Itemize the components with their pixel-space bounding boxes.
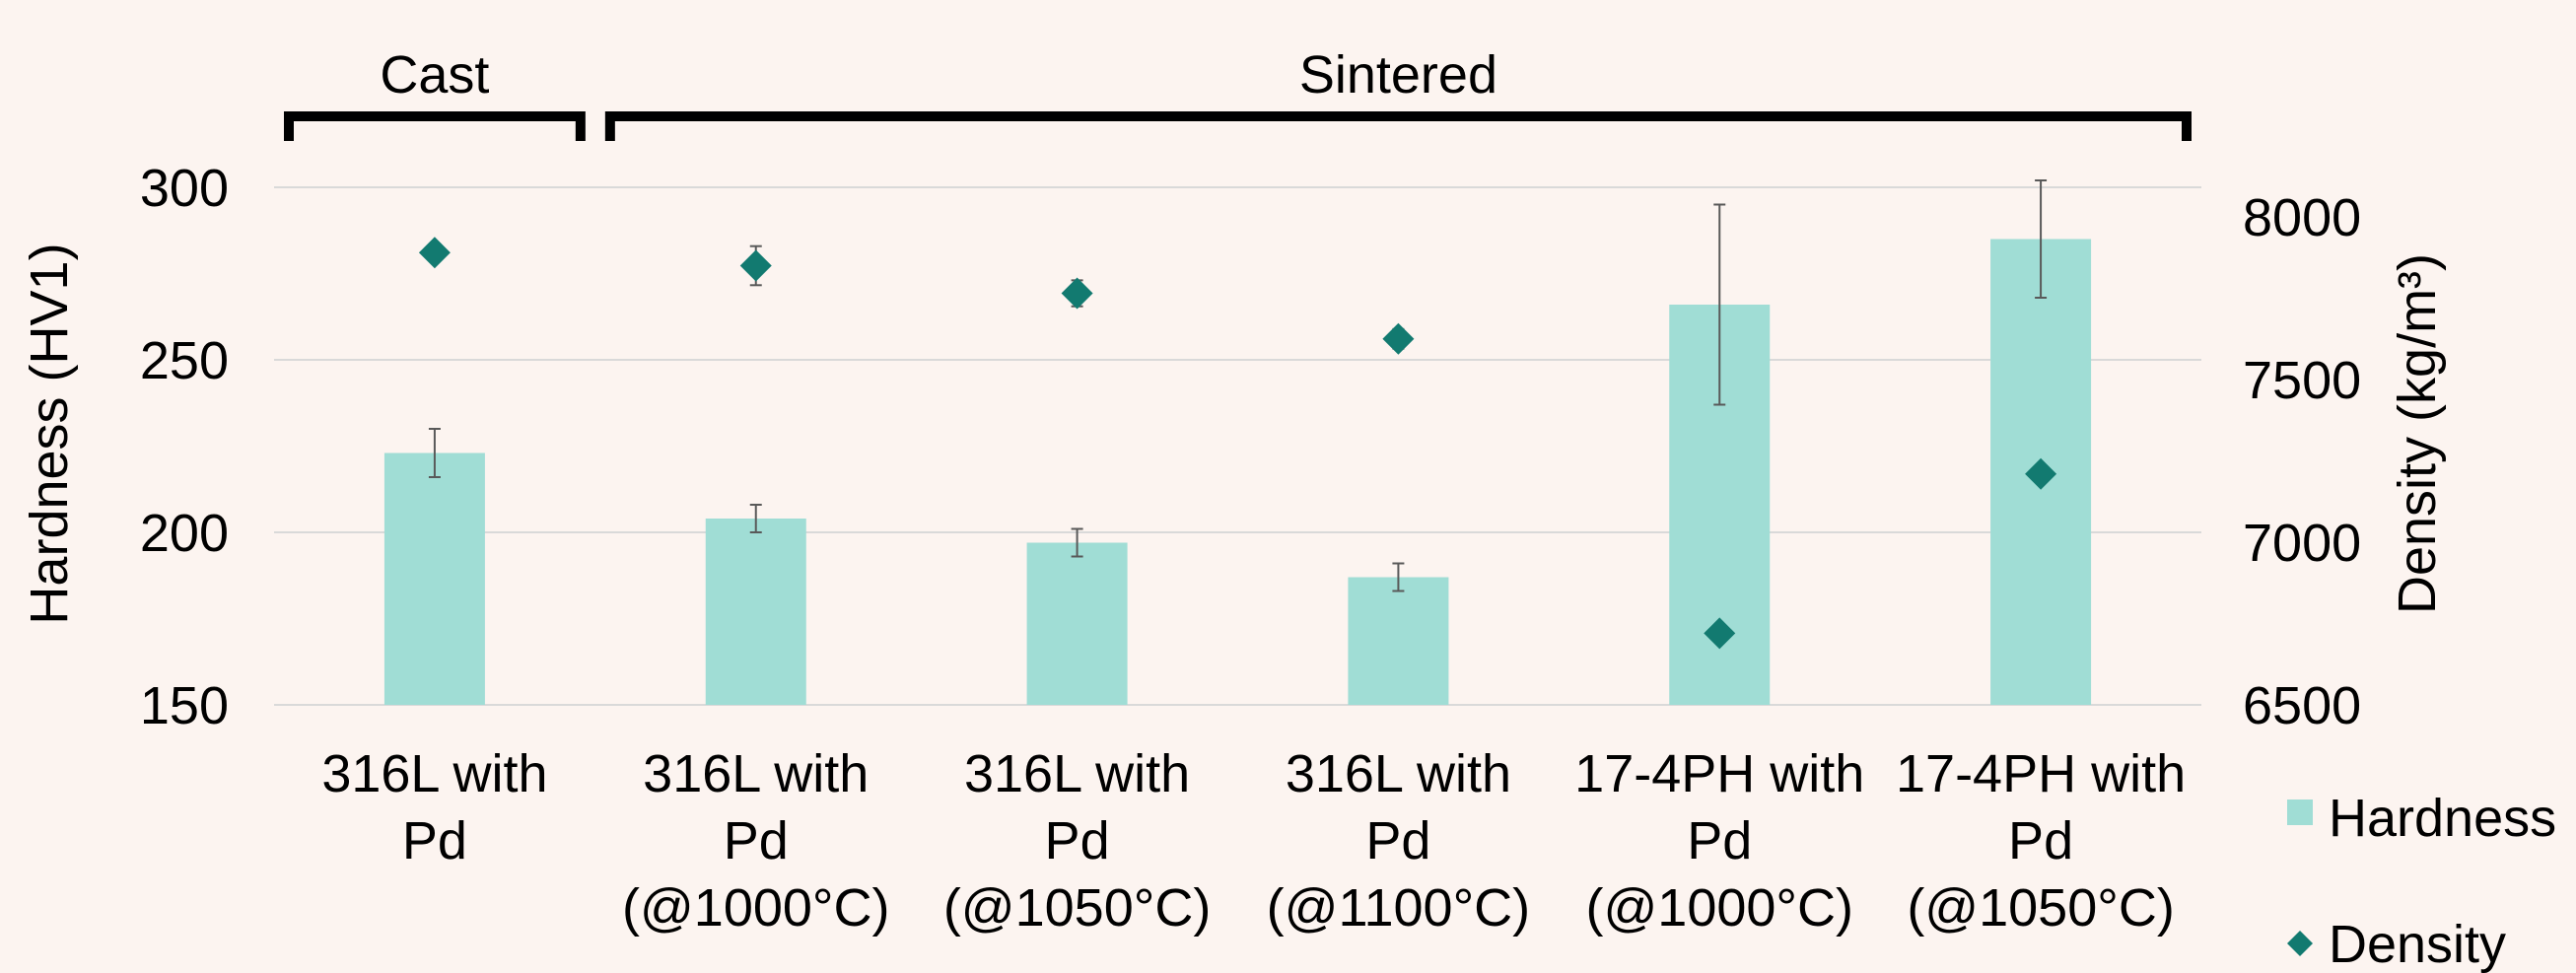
category-label-line: (@1100°C) [1267,878,1531,938]
hardness-bar [1026,542,1128,705]
density-marker [1061,277,1093,310]
group-bracket [284,111,586,141]
category-label-line: Pd [2008,811,2073,870]
category-label: 316L with Pd [321,744,547,870]
category-label-line: 316L with [321,744,547,803]
category-label-line: Pd [1365,811,1430,870]
category-label-line: Pd [724,811,789,870]
y2-tick-label: 6500 [2243,676,2361,735]
legend: Hardness Density [2287,789,2556,973]
hardness-bar [1348,577,1449,705]
y2-axis-title: Density (kg/m³) [2388,253,2447,614]
group-label: Cast [380,45,489,104]
gridlines [274,186,2201,706]
y-tick-label: 150 [140,676,229,735]
density-marker [1382,322,1415,355]
category-label-line: 316L with [964,744,1190,803]
y-tick-label: 250 [140,331,229,390]
category-label: 17-4PH with Pd (@1000°C) [1574,744,1864,938]
category-label: 316L with Pd (@1100°C) [1267,744,1531,938]
legend-density-label: Density [2329,915,2506,973]
density-marker [418,237,451,269]
category-label-line: 17-4PH with [1574,744,1864,803]
y-tick-label: 200 [140,504,229,563]
category-label: 316L with Pd (@1000°C) [622,744,890,938]
category-label-line: Pd [402,811,467,870]
category-label-line: (@1000°C) [622,878,890,938]
hardness-bars [383,239,2092,705]
group-bracket [604,111,2192,141]
group-label: Sintered [1299,45,1497,104]
category-label-line: Pd [1687,811,1752,870]
category-label-line: Pd [1045,811,1110,870]
legend-density-swatch [2287,931,2313,956]
category-label-line: (@1050°C) [1907,878,2175,938]
hardness-bar [705,519,806,705]
left-axis-ticks: 150 200 250 300 [140,159,229,735]
y-tick-label: 300 [140,159,229,218]
group-brackets: Cast Sintered [284,45,2192,141]
category-label: 316L with Pd (@1050°C) [943,744,1212,938]
category-label: 17-4PH with Pd (@1050°C) [1896,744,2186,938]
hardness-bar [383,452,485,705]
density-marker [2025,457,2057,490]
y-axis-title: Hardness (HV1) [20,243,79,624]
error-bars [428,179,2048,592]
category-label-line: 316L with [1286,744,1511,803]
density-marker [1704,617,1736,650]
category-label-line: 17-4PH with [1896,744,2186,803]
legend-hardness-swatch [2287,799,2313,825]
legend-hardness-label: Hardness [2329,789,2556,848]
category-label-line: (@1050°C) [943,878,1212,938]
category-label-line: (@1000°C) [1585,878,1853,938]
y2-tick-label: 7500 [2243,351,2361,410]
right-axis-ticks: 6500 7000 7500 8000 [2243,188,2361,735]
density-markers [418,237,2057,650]
density-marker [739,249,772,282]
category-label-line: 316L with [643,744,869,803]
y2-tick-label: 8000 [2243,188,2361,247]
y2-tick-label: 7000 [2243,514,2361,573]
